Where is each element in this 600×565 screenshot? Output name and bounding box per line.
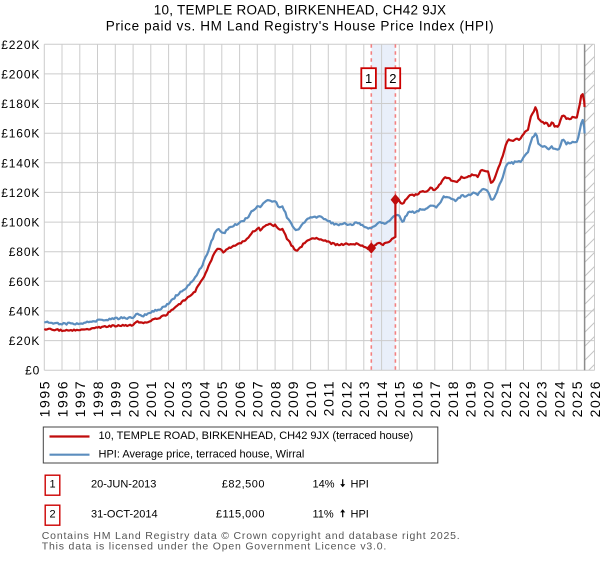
svg-text:14%: 14% <box>313 478 335 490</box>
svg-text:Price paid vs. HM Land Registr: Price paid vs. HM Land Registry's House … <box>106 19 495 34</box>
svg-text:1: 1 <box>365 71 372 86</box>
svg-text:£20K: £20K <box>9 334 40 348</box>
svg-text:2022: 2022 <box>516 380 532 418</box>
svg-text:2016: 2016 <box>409 380 425 418</box>
svg-text:2001: 2001 <box>143 380 159 418</box>
svg-text:2018: 2018 <box>445 380 461 418</box>
svg-text:1999: 1999 <box>108 380 124 418</box>
svg-text:This data is licensed under th: This data is licensed under the Open Gov… <box>42 541 387 553</box>
svg-text:2000: 2000 <box>125 380 141 418</box>
svg-text:2023: 2023 <box>534 380 550 418</box>
svg-text:2026: 2026 <box>587 380 600 418</box>
svg-text:1996: 1996 <box>54 380 70 418</box>
svg-text:£80K: £80K <box>9 245 40 259</box>
svg-text:2025: 2025 <box>569 380 585 418</box>
svg-text:2021: 2021 <box>498 380 514 418</box>
svg-text:HPI: HPI <box>351 508 369 520</box>
svg-text:HPI: Average price, terraced h: HPI: Average price, terraced house, Wirr… <box>99 449 305 461</box>
svg-text:2: 2 <box>49 508 55 520</box>
svg-text:2011: 2011 <box>321 380 337 417</box>
svg-text:2007: 2007 <box>250 380 266 418</box>
svg-text:£0: £0 <box>25 364 40 378</box>
svg-text:£160K: £160K <box>1 127 40 141</box>
svg-text:2015: 2015 <box>392 380 408 418</box>
svg-text:10, TEMPLE ROAD, BIRKENHEAD, C: 10, TEMPLE ROAD, BIRKENHEAD, CH42 9JX (t… <box>99 430 414 442</box>
svg-text:2020: 2020 <box>480 380 496 418</box>
svg-text:2006: 2006 <box>232 380 248 418</box>
svg-text:£140K: £140K <box>1 156 40 170</box>
svg-text:2012: 2012 <box>338 380 354 418</box>
svg-text:£100K: £100K <box>1 216 40 230</box>
svg-text:£60K: £60K <box>9 275 40 289</box>
svg-text:£115,000: £115,000 <box>216 508 265 520</box>
svg-text:Contains HM Land Registry data: Contains HM Land Registry data © Crown c… <box>42 530 461 542</box>
svg-text:£200K: £200K <box>1 67 40 81</box>
svg-text:2: 2 <box>389 71 396 86</box>
svg-text:£180K: £180K <box>1 97 40 111</box>
svg-text:2014: 2014 <box>374 380 390 418</box>
svg-text:2002: 2002 <box>161 380 177 418</box>
svg-text:1: 1 <box>49 478 55 490</box>
svg-text:£82,500: £82,500 <box>222 478 265 490</box>
svg-text:2010: 2010 <box>303 380 319 418</box>
svg-text:11%: 11% <box>313 508 334 520</box>
svg-text:2024: 2024 <box>551 380 567 418</box>
svg-text:2019: 2019 <box>463 380 479 418</box>
svg-text:2017: 2017 <box>427 380 443 418</box>
svg-text:10, TEMPLE ROAD, BIRKENHEAD, C: 10, TEMPLE ROAD, BIRKENHEAD, CH42 9JX <box>154 3 447 18</box>
svg-text:1995: 1995 <box>37 380 53 418</box>
svg-text:2008: 2008 <box>267 380 283 418</box>
svg-text:2003: 2003 <box>179 380 195 418</box>
svg-text:31-OCT-2014: 31-OCT-2014 <box>91 508 158 520</box>
svg-text:2013: 2013 <box>356 380 372 418</box>
svg-text:1998: 1998 <box>90 380 106 418</box>
svg-text:20-JUN-2013: 20-JUN-2013 <box>91 478 156 490</box>
svg-text:1997: 1997 <box>72 380 88 418</box>
svg-text:£120K: £120K <box>1 186 40 200</box>
svg-text:HPI: HPI <box>351 478 369 490</box>
svg-text:2004: 2004 <box>196 380 212 418</box>
svg-text:£220K: £220K <box>1 38 40 52</box>
svg-text:2005: 2005 <box>214 380 230 418</box>
svg-text:2009: 2009 <box>285 380 301 418</box>
svg-text:£40K: £40K <box>9 304 40 318</box>
